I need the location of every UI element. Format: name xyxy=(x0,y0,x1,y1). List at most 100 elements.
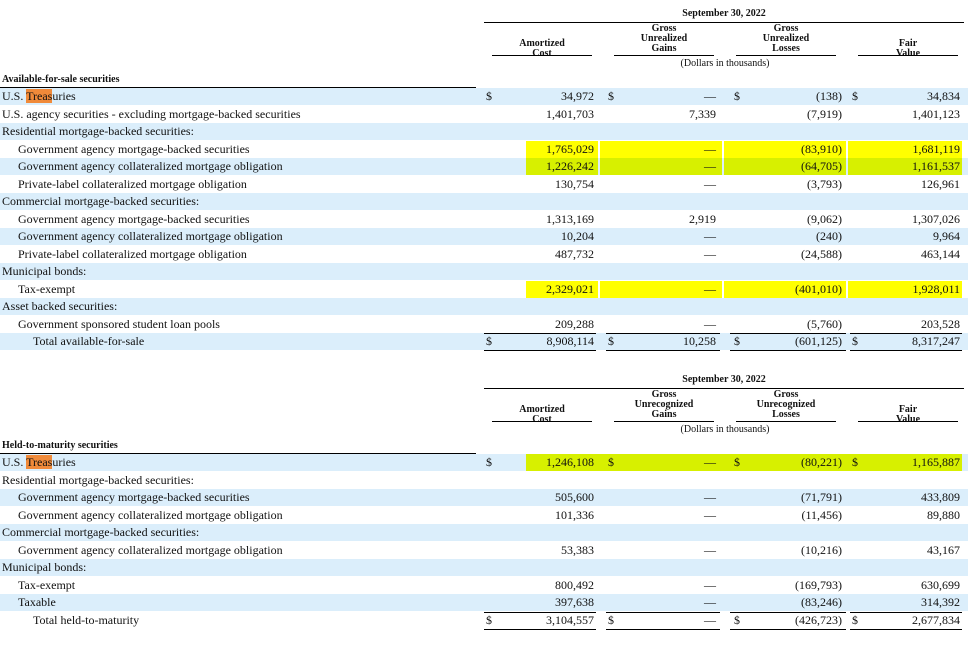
highlight-band xyxy=(848,280,962,298)
highlight-band xyxy=(724,280,846,298)
total-top-rule xyxy=(730,611,846,613)
afs-gross-gains-header-line: Gross xyxy=(651,23,677,34)
total-bottom-rule xyxy=(850,350,962,351)
row-label-prefix: U.S. xyxy=(2,455,27,469)
currency-symbol: $ xyxy=(608,612,614,627)
highlight-band xyxy=(600,280,722,298)
total-bottom-rule xyxy=(484,350,596,351)
value-v3: (71,791) xyxy=(801,490,842,504)
value-v3: (11,456) xyxy=(801,507,842,522)
value-v2: — xyxy=(704,159,716,173)
row-label: U.S. Treasuries xyxy=(2,88,76,105)
row-label: Commercial mortgage-backed securities: xyxy=(2,525,200,539)
htm-gross-gains-header-line: Gross xyxy=(651,389,677,400)
value-v1: 800,492 xyxy=(555,577,594,592)
row-label: Government agency collateralized mortgag… xyxy=(18,159,283,173)
row-label: Tax-exempt xyxy=(18,577,76,592)
afs-gross-losses-header-line: Losses xyxy=(772,43,800,54)
afs-gross-gains-header-rule xyxy=(614,55,714,56)
value-v3: (83,910) xyxy=(801,141,842,156)
value-v1: 487,732 xyxy=(555,246,594,261)
value-v2: — xyxy=(704,595,716,609)
total-bottom-rule xyxy=(850,628,962,630)
afs-amortized-cost-header: Amortized Cost xyxy=(482,39,602,59)
afs-table-row: Residential mortgage-backed securities: xyxy=(0,123,968,140)
row-label: Total available-for-sale xyxy=(33,334,145,348)
row-label: Total held-to-maturity xyxy=(33,612,140,627)
value-v2: 10,258 xyxy=(683,334,716,348)
value-v4: 433,809 xyxy=(921,490,960,504)
afs-section-title: Available-for-sale securities xyxy=(2,74,120,85)
htm-gross-losses-header-line: Losses xyxy=(772,409,800,420)
value-v3: (240) xyxy=(816,229,842,243)
htm-gross-gains-header-rule xyxy=(614,421,714,422)
value-v1: 101,336 xyxy=(555,507,594,522)
highlight-band xyxy=(526,454,962,471)
afs-amortized-cost-header-line: Cost xyxy=(532,48,552,59)
row-label: Private-label collateralized mortgage ob… xyxy=(18,246,247,261)
value-v1: 34,972 xyxy=(561,89,594,103)
value-v2: — xyxy=(704,176,716,191)
value-v4: 630,699 xyxy=(921,577,960,592)
htm-amortized-cost-header: Amortized Cost xyxy=(482,405,602,425)
afs-table-row: U.S. Treasuries 34,972 — (138) 34,834 $ $ $ $ xyxy=(0,88,968,105)
value-v4: 89,880 xyxy=(927,507,960,522)
value-v1: 1,246,108 xyxy=(546,455,594,469)
value-v1: 209,288 xyxy=(555,316,594,331)
afs-table-row: Private-label collateralized mortgage ob… xyxy=(0,246,968,263)
row-label: Government agency mortgage-backed securi… xyxy=(18,211,250,226)
value-v4: 8,317,247 xyxy=(912,334,960,348)
value-v4: 9,964 xyxy=(933,229,960,243)
htm-table-row: Commercial mortgage-backed securities: xyxy=(0,524,968,541)
afs-table-row: U.S. agency securities - excluding mortg… xyxy=(0,106,968,123)
afs-gross-losses-header-line: Unrealized xyxy=(762,33,810,44)
value-v3: (3,793) xyxy=(807,176,842,191)
afs-table-row: Private-label collateralized mortgage ob… xyxy=(0,176,968,193)
highlight-band xyxy=(526,140,598,158)
afs-table-row: Government sponsored student loan pools 2… xyxy=(0,316,968,333)
value-v2: — xyxy=(704,455,716,469)
row-label: Government agency collateralized mortgag… xyxy=(18,229,283,243)
row-label: Government agency collateralized mortgag… xyxy=(18,542,283,557)
row-label: Asset backed securities: xyxy=(2,299,118,313)
row-label-highlight: Treas xyxy=(26,89,53,103)
htm-table-row: U.S. Treasuries 1,246,108 — (80,221) 1,165,8… xyxy=(0,454,968,471)
total-top-rule xyxy=(850,611,962,613)
value-v3: (80,221) xyxy=(801,455,842,469)
value-v4: 126,961 xyxy=(921,176,960,191)
row-label-suffix: uries xyxy=(52,455,76,469)
value-v3: (10,216) xyxy=(801,542,842,557)
afs-table-row: Government agency mortgage-backed securi… xyxy=(0,211,968,228)
afs-table-row: Government agency collateralized mortgag… xyxy=(0,228,968,245)
row-label-highlight: Treas xyxy=(26,455,53,469)
value-v2: 7,339 xyxy=(689,106,716,121)
value-v1: 53,383 xyxy=(561,542,594,557)
value-v4: 203,528 xyxy=(921,316,960,331)
htm-period-date: September 30, 2022 xyxy=(682,374,766,385)
total-top-rule xyxy=(606,611,720,613)
afs-table-row: Asset backed securities: xyxy=(0,298,968,315)
htm-units-note: (Dollars in thousands) xyxy=(680,424,770,435)
total-bottom-rule xyxy=(730,350,846,351)
htm-gross-losses-header: Gross Unrecognized Losses xyxy=(726,390,846,420)
value-v3: (401,010) xyxy=(795,281,842,296)
htm-gross-losses-header-rule xyxy=(736,421,836,422)
value-v1: 1,765,029 xyxy=(546,141,594,156)
value-v3: (64,705) xyxy=(801,159,842,173)
htm-table-row: Tax-exempt 800,492 — (169,793) 630,699 xyxy=(0,577,968,594)
htm-title-rule xyxy=(0,453,476,454)
afs-amortized-cost-header-rule xyxy=(492,55,592,56)
value-v1: 130,754 xyxy=(555,176,594,191)
value-v3: (9,062) xyxy=(807,211,842,226)
row-label: U.S. Treasuries xyxy=(2,454,76,471)
htm-amortized-cost-header-rule xyxy=(492,421,592,422)
highlight-band xyxy=(724,158,846,175)
value-v4: 2,677,834 xyxy=(912,612,960,627)
total-bottom-rule xyxy=(484,628,596,630)
htm-fair-value-header: Fair Value xyxy=(848,405,968,425)
highlight-band xyxy=(526,158,598,175)
highlight-band xyxy=(600,140,722,158)
htm-fair-value-header-line: Value xyxy=(895,414,921,425)
row-label: Government agency mortgage-backed securi… xyxy=(18,490,250,504)
value-v4: 1,161,537 xyxy=(912,159,960,173)
